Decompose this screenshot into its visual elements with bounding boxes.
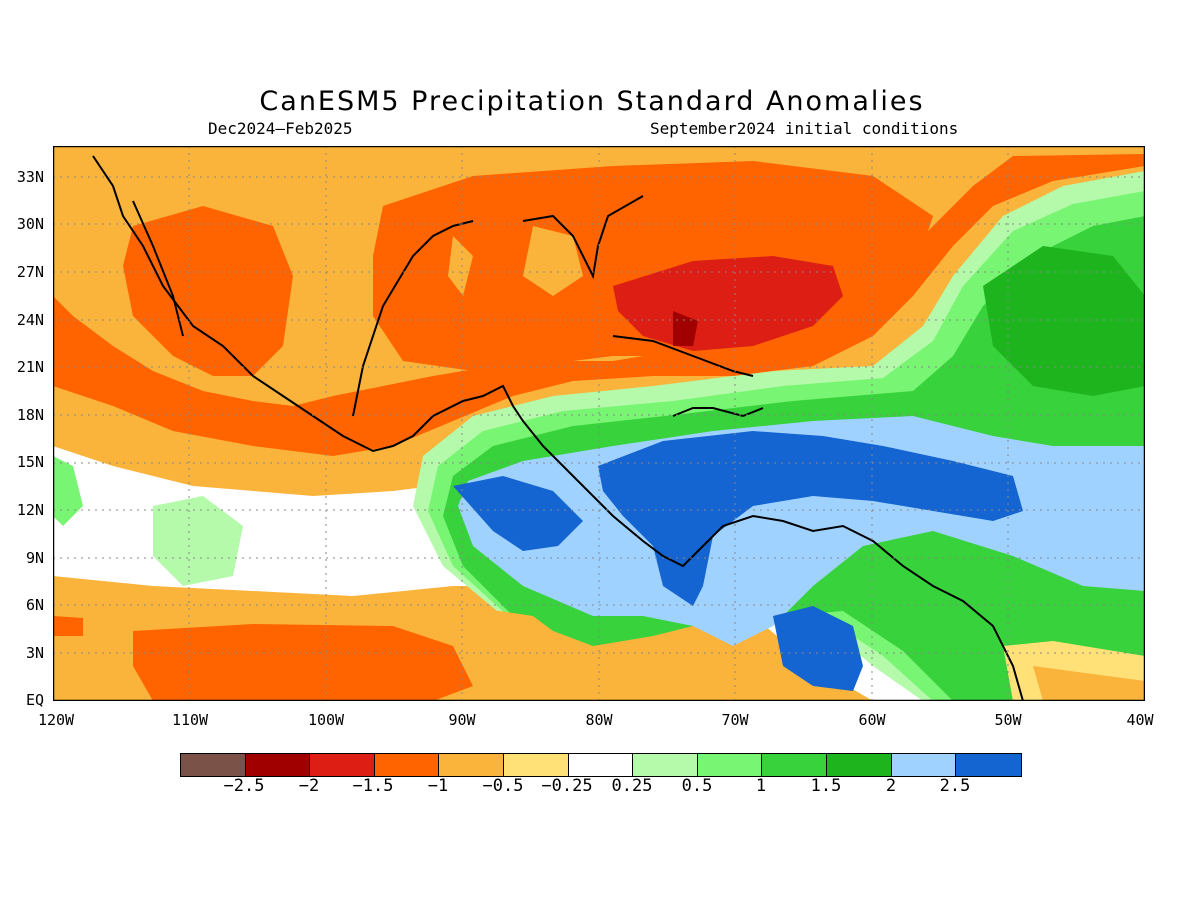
lat-label: 18N xyxy=(16,406,44,424)
legend-label: 0.25 xyxy=(611,776,653,796)
lat-label: 21N xyxy=(16,358,44,376)
lat-label: 27N xyxy=(16,263,44,281)
lat-label: 12N xyxy=(16,501,44,519)
lat-label: EQ xyxy=(25,691,44,709)
legend-label: −0.25 xyxy=(541,776,593,796)
legend-label: 0.5 xyxy=(681,776,713,796)
lat-label: 24N xyxy=(16,311,44,329)
lon-label: 110W xyxy=(171,711,209,729)
lon-label: 120W xyxy=(37,711,75,729)
grid-lines xyxy=(53,146,1145,701)
legend-swatch xyxy=(503,754,569,776)
lat-label: 9N xyxy=(25,549,44,567)
legend-label: 2 xyxy=(885,776,897,796)
lon-label: 60W xyxy=(858,711,886,729)
legend-swatch xyxy=(762,754,827,776)
legend-swatch xyxy=(374,754,440,776)
lon-label: 70W xyxy=(721,711,749,729)
lat-label: 33N xyxy=(16,168,44,186)
legend-swatch xyxy=(568,754,634,776)
map-title: CanESM5 Precipitation Standard Anomalies xyxy=(259,86,925,117)
lat-label: 6N xyxy=(25,596,44,614)
lon-label: 100W xyxy=(307,711,345,729)
legend-swatch xyxy=(310,754,375,776)
forecast-period: Dec2024–Feb2025 xyxy=(208,119,353,138)
legend-label: 1.5 xyxy=(810,776,842,796)
legend-swatch xyxy=(697,754,763,776)
initial-conditions: September2024 initial conditions xyxy=(650,119,959,138)
lon-label: 80W xyxy=(585,711,613,729)
legend-swatch xyxy=(181,754,246,776)
lat-label: 15N xyxy=(16,453,44,471)
lat-label: 30N xyxy=(16,215,44,233)
map-frame xyxy=(53,146,1145,701)
lon-label: 50W xyxy=(994,711,1022,729)
anomaly-field xyxy=(53,146,1145,701)
coastlines xyxy=(92,155,1024,701)
legend-label: −1 xyxy=(427,776,449,796)
lat-label: 3N xyxy=(25,644,44,662)
legend-label: 2.5 xyxy=(939,776,971,796)
legend-label: 1 xyxy=(755,776,767,796)
legend-swatch xyxy=(956,754,1021,776)
legend-label: −2 xyxy=(298,776,320,796)
legend-label: −2.5 xyxy=(223,776,265,796)
contour-fill xyxy=(53,146,1145,701)
color-legend xyxy=(180,753,1022,777)
lon-label: 40W xyxy=(1126,711,1154,729)
lon-label: 90W xyxy=(448,711,476,729)
legend-label: −0.5 xyxy=(482,776,524,796)
legend-swatch xyxy=(633,754,698,776)
legend-swatch xyxy=(826,754,892,776)
legend-label: −1.5 xyxy=(352,776,394,796)
legend-swatch xyxy=(891,754,957,776)
anomaly-map xyxy=(53,146,1145,701)
legend-swatch xyxy=(245,754,311,776)
legend-swatch xyxy=(439,754,504,776)
